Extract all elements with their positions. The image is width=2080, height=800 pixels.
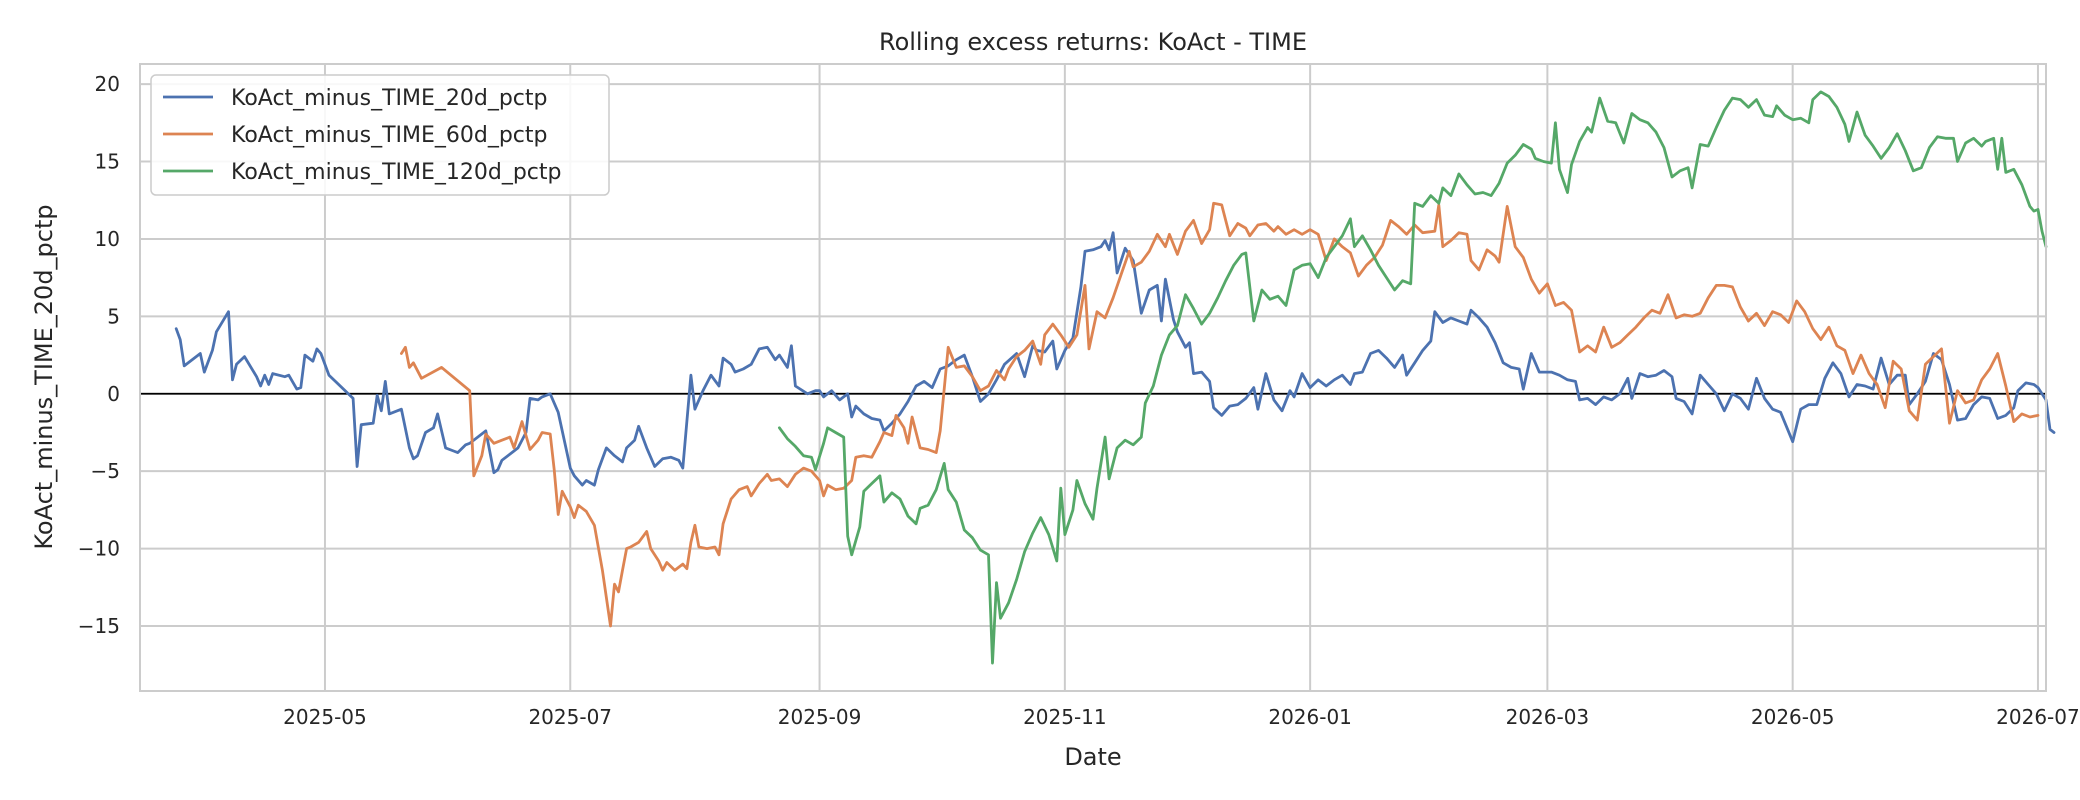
series-line-koact-minus-time-120d-pctp — [778, 90, 2048, 665]
x-tick-labels: 2025-05 2025-07 2025-09 2025-11 2026-01 2026-… — [283, 705, 2080, 729]
x-axis-label: Date — [1064, 743, 1121, 771]
chart-title: Rolling excess returns: KoAct - TIME — [879, 28, 1307, 56]
x-tick-label: 2025-11 — [1023, 705, 1107, 729]
y-tick-label: 5 — [107, 304, 120, 328]
legend-label: KoAct_minus_TIME_60d_pctp — [231, 123, 548, 148]
x-tick-label: 2025-07 — [528, 705, 612, 729]
x-tick-label: 2026-03 — [1506, 705, 1590, 729]
legend-label: KoAct_minus_TIME_20d_pctp — [231, 86, 548, 111]
y-tick-label: 0 — [107, 382, 120, 406]
series-lines — [174, 90, 2056, 665]
x-tick-label: 2025-05 — [283, 705, 367, 729]
legend-box — [150, 74, 610, 196]
legend: KoAct_minus_TIME_20d_pctp KoAct_minus_TIM… — [150, 74, 610, 196]
y-tick-label: −5 — [91, 459, 120, 483]
y-tick-label: 20 — [95, 72, 120, 96]
y-axis-label: KoAct_minus_TIME_20d_pctp — [30, 204, 58, 549]
y-tick-label: −15 — [78, 614, 120, 638]
x-tick-label: 2026-07 — [1996, 705, 2080, 729]
y-tick-labels: −15 −10 −5 0 5 10 15 20 — [78, 72, 120, 638]
y-tick-label: 15 — [95, 150, 120, 174]
plot-frame — [139, 63, 2047, 692]
x-tick-label: 2025-09 — [778, 705, 862, 729]
x-tick-label: 2026-01 — [1268, 705, 1352, 729]
y-tick-label: 10 — [95, 227, 120, 251]
y-tick-label: −10 — [78, 537, 120, 561]
x-tick-label: 2026-05 — [1751, 705, 1835, 729]
legend-label: KoAct_minus_TIME_120d_pctp — [231, 160, 561, 185]
series-line-koact-minus-time-20d-pctp — [174, 231, 2056, 487]
legend-items: KoAct_minus_TIME_20d_pctp KoAct_minus_TIM… — [163, 86, 561, 185]
series-line-koact-minus-time-60d-pctp — [399, 201, 2040, 628]
